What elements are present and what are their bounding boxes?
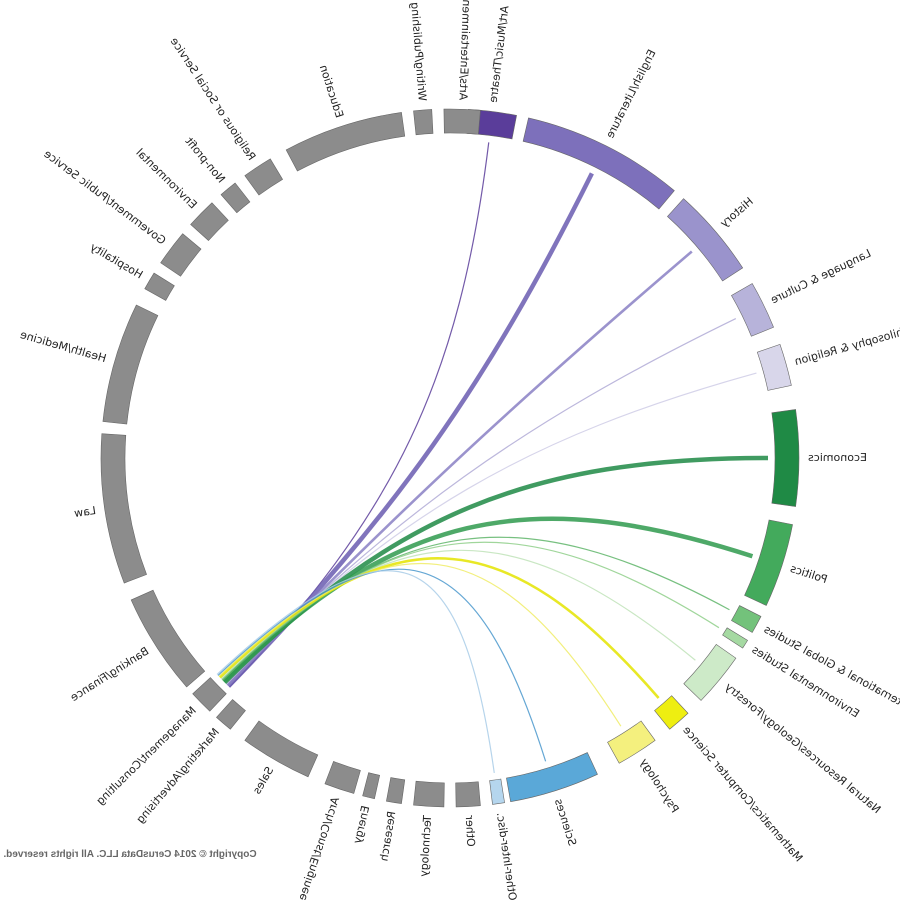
segment-label-other-inter-disciplinary: Other-Inter-disc. bbox=[494, 812, 519, 900]
chord-management-consulting-to-psychology[interactable] bbox=[218, 563, 622, 727]
segment-label-environmental: Environmental bbox=[133, 146, 199, 211]
segment-label-hospitality: Hospitality bbox=[87, 240, 145, 281]
segment-label-law: Law bbox=[73, 504, 97, 520]
segment-label-marketing-advertising: Marketing/Advertising bbox=[134, 726, 222, 826]
segment-arc-environmental[interactable] bbox=[190, 202, 229, 241]
segment-label-politics: Politics bbox=[788, 562, 829, 586]
segment-label-management-consulting: Management/Consulting bbox=[94, 704, 199, 808]
segment-label-art-music-theatre: Art/Music/Theatre bbox=[487, 5, 512, 104]
chord-management-consulting-to-math-cs[interactable] bbox=[218, 557, 660, 699]
segment-arc-history[interactable] bbox=[667, 198, 744, 282]
segment-labels: Art/Music/Theatre English/Literature Histo… bbox=[18, 0, 900, 900]
segment-arc-sciences[interactable] bbox=[506, 752, 598, 803]
segment-arc-research[interactable] bbox=[386, 777, 406, 804]
segment-label-arch-const-engineering: Arch/Const/Engineering bbox=[289, 795, 342, 900]
chord-management-consulting-to-politics[interactable] bbox=[222, 516, 754, 683]
segment-arc-marketing-advertising[interactable] bbox=[216, 699, 246, 730]
segment-label-english-literature: English/Literature bbox=[603, 47, 658, 140]
segment-label-history: History bbox=[717, 195, 756, 231]
chord-management-consulting-to-sciences[interactable] bbox=[217, 568, 547, 762]
segment-arc-government-public-service[interactable] bbox=[160, 233, 202, 277]
segment-label-sciences: Sciences bbox=[552, 797, 579, 847]
segment-arc-management-consulting[interactable] bbox=[192, 677, 227, 712]
segment-arc-politics[interactable] bbox=[744, 519, 793, 606]
segment-label-energy: Energy bbox=[351, 804, 373, 845]
segment-label-language-culture: Language & Culture bbox=[768, 247, 873, 307]
copyright-notice: Copyright © 2014 CerusData LLC. All righ… bbox=[3, 849, 256, 860]
segment-label-banking-finance: Banking/Finance bbox=[68, 644, 151, 704]
segment-label-psychology: Psychology bbox=[637, 756, 681, 815]
segment-arc-energy[interactable] bbox=[362, 772, 381, 800]
chord-management-consulting-to-english-literature[interactable] bbox=[226, 172, 594, 688]
segment-arc-english-literature[interactable] bbox=[522, 117, 675, 210]
segment-arc-math-cs[interactable] bbox=[654, 695, 689, 730]
segment-label-other: Other bbox=[463, 815, 478, 847]
segment-arc-international-global-studies[interactable] bbox=[731, 605, 762, 633]
chord-management-consulting-to-other-inter-disciplinary[interactable] bbox=[216, 570, 495, 773]
segment-label-sales: Sales bbox=[250, 765, 276, 797]
segment-label-religious-social-service: Religious or Social Service bbox=[168, 35, 259, 163]
segment-arc-sales[interactable] bbox=[244, 720, 319, 778]
chord-management-consulting-to-international-global-studies[interactable] bbox=[222, 536, 730, 681]
segment-arcs bbox=[100, 108, 800, 808]
segment-arc-philosophy-religion[interactable] bbox=[756, 343, 792, 391]
segment-label-math-cs: Mathematics/Computer Science bbox=[680, 723, 805, 864]
segment-label-technology: Technology bbox=[417, 814, 434, 878]
chord-management-consulting-to-philosophy-religion[interactable] bbox=[225, 372, 757, 684]
segment-arc-law[interactable] bbox=[100, 433, 147, 584]
segment-label-economics: Economics bbox=[808, 451, 867, 464]
segment-label-research: Research bbox=[377, 810, 398, 862]
segment-arc-economics[interactable] bbox=[771, 409, 800, 507]
segment-arc-non-profit[interactable] bbox=[220, 182, 251, 214]
segment-arc-other-inter-disciplinary[interactable] bbox=[489, 778, 505, 805]
segment-label-philosophy-religion: Philosophy & Religion bbox=[793, 324, 900, 368]
segment-arc-arch-const-engineering[interactable] bbox=[324, 761, 361, 794]
chord-management-consulting-to-art-music-theatre[interactable] bbox=[229, 142, 490, 688]
segment-arc-banking-finance[interactable] bbox=[130, 589, 206, 688]
segment-label-education: Education bbox=[317, 63, 346, 119]
segment-label-arts-entertainment: Arts/Entertainment bbox=[456, 0, 473, 100]
segment-arc-natural-resources[interactable] bbox=[683, 643, 737, 701]
segment-arc-arts-entertainment[interactable] bbox=[443, 108, 481, 135]
segment-label-non-profit: Non-profit bbox=[182, 134, 228, 185]
chord-group bbox=[216, 142, 769, 773]
segment-arc-hospitality[interactable] bbox=[144, 272, 175, 301]
segment-arc-language-culture[interactable] bbox=[731, 283, 774, 337]
segment-label-writing-publishing: Writing/Publishing bbox=[408, 2, 429, 102]
segment-arc-environmental-studies[interactable] bbox=[722, 627, 748, 649]
segment-label-health-medicine: Health/Medicine bbox=[18, 328, 107, 365]
segment-arc-religious-social-service[interactable] bbox=[244, 158, 284, 196]
segment-arc-psychology[interactable] bbox=[607, 720, 656, 764]
chord-management-consulting-to-environmental-studies[interactable] bbox=[221, 541, 720, 680]
segment-arc-other[interactable] bbox=[455, 781, 481, 808]
segment-arc-education[interactable] bbox=[285, 112, 406, 172]
segment-arc-writing-publishing[interactable] bbox=[413, 109, 434, 136]
segment-arc-technology[interactable] bbox=[413, 780, 445, 808]
segment-arc-health-medicine[interactable] bbox=[102, 304, 159, 425]
